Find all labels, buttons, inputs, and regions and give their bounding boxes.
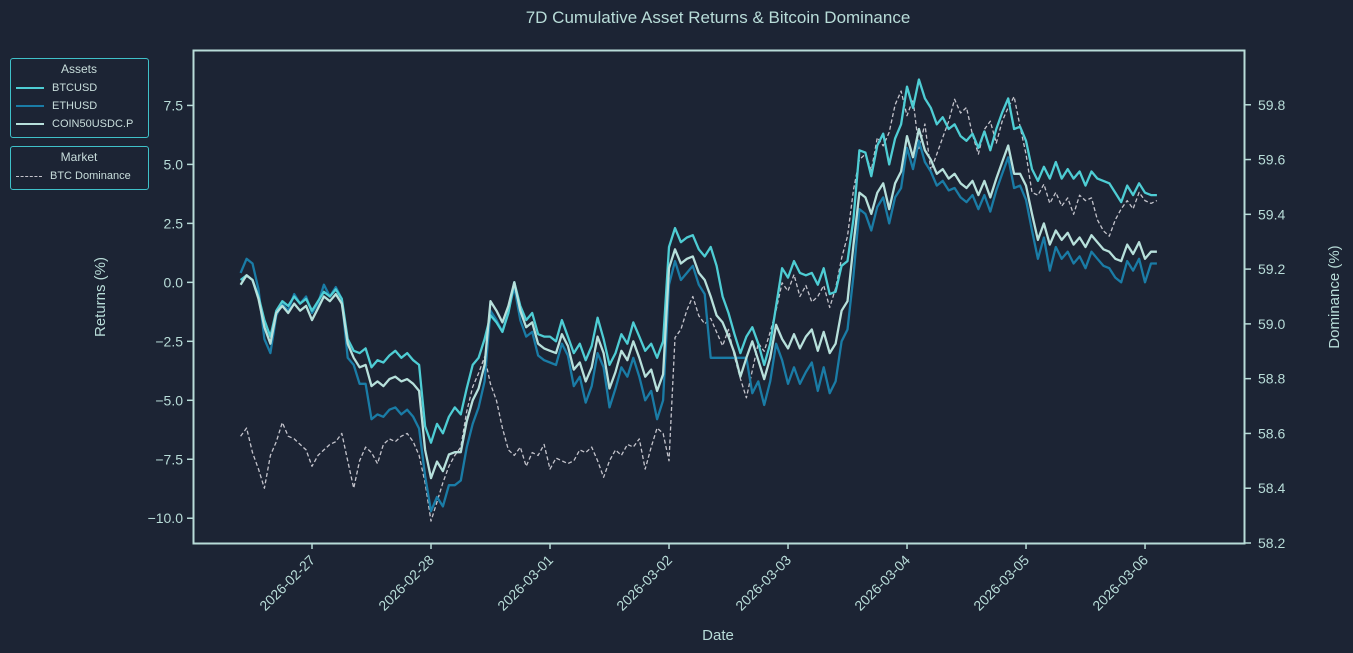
x-tick-label: 2026-02-28	[375, 552, 437, 614]
legend-swatch-coin50	[16, 123, 44, 125]
series-line-btcusd	[239, 78, 1157, 444]
legend-entry-coin50: COIN50USDC.P	[16, 115, 142, 133]
x-axis: 2026-02-27 2026-02-28 2026-03-01 2026-03-02…	[256, 543, 1151, 614]
legend-market-title: Market	[60, 150, 98, 164]
x-tick-label: 2026-03-04	[851, 552, 913, 614]
series-line-ethusd	[239, 139, 1157, 513]
legend-label-btcusd: BTCUSD	[52, 82, 98, 94]
legend-swatch-btc-dominance	[16, 175, 42, 177]
x-tick-label: 2026-03-05	[970, 552, 1032, 614]
legend-assets-title: Assets	[60, 62, 97, 76]
y-tick-label: 7.5	[164, 97, 184, 113]
y2-tick-label: 59.4	[1258, 206, 1285, 222]
y-axis-left: 7.5 5.0 2.5 0.0 −2.5 −5.0 −7.5 −10.0	[148, 97, 193, 526]
x-tick-label: 2026-03-02	[613, 552, 675, 614]
chart-title: 7D Cumulative Asset Returns & Bitcoin Do…	[526, 8, 911, 27]
x-tick-label: 2026-02-27	[256, 552, 318, 614]
x-tick-label: 2026-03-06	[1089, 552, 1151, 614]
legend-label-ethusd: ETHUSD	[52, 100, 98, 112]
y2-tick-label: 58.6	[1258, 425, 1285, 441]
legend-entry-ethusd: ETHUSD	[16, 97, 142, 115]
legend-swatch-btcusd	[16, 87, 44, 89]
legend-swatch-ethusd	[16, 105, 44, 107]
y-tick-label: 0.0	[164, 274, 184, 290]
x-tick-label: 2026-03-03	[732, 552, 794, 614]
y-tick-label: 5.0	[164, 156, 184, 172]
y2-tick-label: 59.0	[1258, 316, 1285, 332]
y2-tick-label: 59.8	[1258, 97, 1285, 113]
plot-frame	[192, 49, 1246, 545]
legend-assets: Assets BTCUSD ETHUSD COIN50USDC.P	[10, 58, 149, 138]
y2-tick-label: 59.2	[1258, 261, 1285, 277]
y2-tick-label: 59.6	[1258, 152, 1285, 168]
y-tick-label: −7.5	[155, 451, 183, 467]
legend-market: Market BTC Dominance	[10, 146, 149, 190]
y-axis-right: 59.8 59.6 59.4 59.2 59.0 58.8 58.6 58.4 58.2	[1245, 97, 1285, 551]
y2-tick-label: 58.4	[1258, 480, 1285, 496]
y-tick-label: −10.0	[148, 510, 184, 526]
legend-entry-btc-dominance: BTC Dominance	[16, 167, 142, 185]
x-axis-label: Date	[702, 627, 734, 644]
y2-tick-label: 58.2	[1258, 535, 1285, 551]
y-tick-label: 2.5	[164, 215, 184, 231]
series-line-coin50usdc-p	[239, 127, 1157, 480]
legend-label-coin50: COIN50USDC.P	[52, 118, 134, 130]
y-tick-label: −5.0	[155, 392, 183, 408]
legend-label-btc-dominance: BTC Dominance	[50, 170, 131, 182]
legend-entry-btcusd: BTCUSD	[16, 79, 142, 97]
y2-tick-label: 58.8	[1258, 371, 1285, 387]
series-line-btc-dominance	[240, 90, 1158, 522]
y-axis-label: Returns (%)	[92, 257, 109, 337]
series-layer	[239, 78, 1158, 522]
y2-axis-label: Dominance (%)	[1326, 245, 1343, 348]
y-tick-label: −2.5	[155, 333, 183, 349]
x-tick-label: 2026-03-01	[494, 552, 556, 614]
